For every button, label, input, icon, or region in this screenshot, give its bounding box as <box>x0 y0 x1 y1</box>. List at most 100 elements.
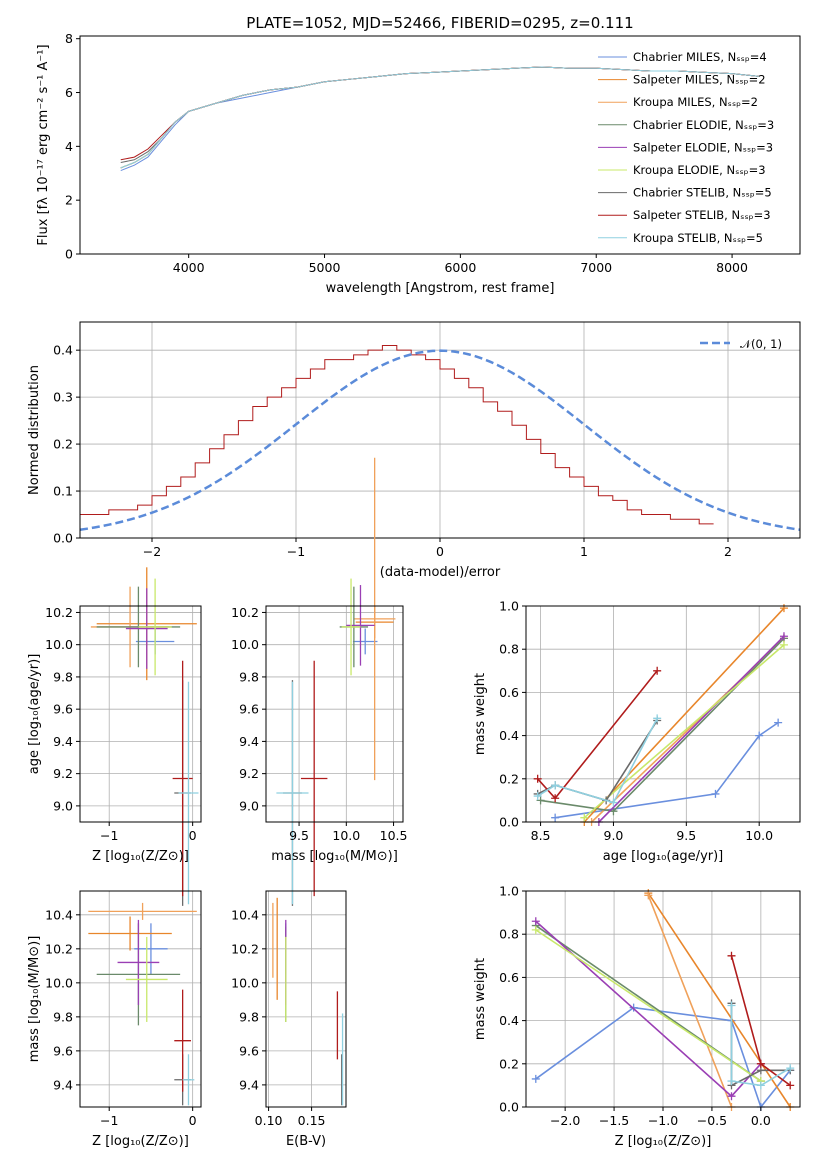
legend-label: Kroupa STELIB, Nₛₛₚ=5 <box>633 231 763 245</box>
y-tick-label: 0.8 <box>499 642 519 657</box>
y-tick-label: 2 <box>65 193 73 208</box>
y-tick-label: 0.0 <box>499 815 519 830</box>
data-point-marker <box>711 789 720 798</box>
data-point-marker <box>551 781 560 790</box>
axes-frame <box>265 890 347 1108</box>
x-tick-label: 5000 <box>309 260 341 275</box>
y-tick-label: 10.0 <box>45 975 73 990</box>
y-tick-label: 0.6 <box>499 970 519 985</box>
y-axis-label: mass [log₁₀(M/M⊙)] <box>27 936 42 1063</box>
y-tick-label: 9.4 <box>53 734 73 749</box>
series-line <box>647 892 791 1108</box>
x-tick-label: 6000 <box>444 260 476 275</box>
axes-frame <box>525 605 801 823</box>
y-axis-label: Flux [fλ 10⁻¹⁷ erg cm⁻² s⁻¹ A⁻¹] <box>36 44 51 245</box>
data-point-marker <box>786 1081 795 1090</box>
x-tick-label: 8.5 <box>531 828 551 843</box>
y-tick-label: 9.8 <box>239 1009 259 1024</box>
axes-frame <box>79 35 801 255</box>
plot-residual-histogram: 𝒩(0, 1) −2 −1 0 1 2 0.0 0.1 0.2 0.3 0.4 (data-model… <box>27 321 801 580</box>
y-tick-label: 10.4 <box>231 907 259 922</box>
x-tick-label: 9.5 <box>289 828 309 843</box>
y-tick-label: 10.2 <box>231 941 259 956</box>
data-point-marker <box>644 891 653 900</box>
y-tick-label: 10.4 <box>45 907 73 922</box>
data-point-marker <box>531 925 540 934</box>
y-tick-label: 9.4 <box>53 1077 73 1092</box>
y-tick-label: 4 <box>65 139 73 154</box>
y-tick-label: 10.2 <box>45 941 73 956</box>
y-tick-label: 0.2 <box>53 437 73 452</box>
y-axis-label: mass weight <box>473 673 488 755</box>
series-line <box>535 929 762 1082</box>
y-axis-label: age [log₁₀(age/yr)] <box>27 654 42 775</box>
series-line <box>555 721 779 819</box>
axes-frame <box>79 890 202 1108</box>
data-point-marker <box>727 951 736 960</box>
data-point-marker <box>533 792 542 801</box>
y-tick-label: 10.2 <box>231 605 259 620</box>
series-line <box>730 1005 791 1087</box>
y-tick-label: 0.1 <box>53 484 73 499</box>
x-axis-label: wavelength [Angstrom, rest frame] <box>326 281 555 296</box>
x-tick-label: 9.5 <box>676 828 696 843</box>
data-point-marker <box>580 813 589 822</box>
series-line <box>598 635 785 823</box>
y-tick-label: 0.4 <box>499 728 519 743</box>
x-tick-label: 1 <box>580 544 588 559</box>
y-tick-label: 10.0 <box>45 637 73 652</box>
x-tick-label: −1.5 <box>599 1113 629 1128</box>
x-tick-label: −2.0 <box>550 1113 580 1128</box>
y-tick-label: 0.2 <box>499 771 519 786</box>
x-tick-label: 2 <box>724 544 732 559</box>
y-axis-label: Normed distribution <box>27 365 42 495</box>
legend-label: Kroupa MILES, Nₛₛₚ=2 <box>633 95 758 109</box>
y-tick-label: 9.4 <box>239 1077 259 1092</box>
x-tick-label: 0 <box>436 544 444 559</box>
axes-frame <box>79 605 202 823</box>
data-point-marker <box>609 807 618 816</box>
data-point-marker <box>786 1064 795 1073</box>
series-line <box>120 66 760 169</box>
data-point-marker <box>536 796 545 805</box>
y-tick-label: 9.6 <box>239 702 259 717</box>
plot-massweight-vs-metallicity: −2.0 −1.5 −1.0 −0.5 0.0 0.0 0.2 0.4 0.6 0.8 1.0 Z [… <box>473 884 801 1149</box>
data-point-marker <box>756 1059 765 1068</box>
data-point-marker <box>653 666 662 675</box>
data-point-marker <box>779 604 788 613</box>
data-point-marker <box>551 813 560 822</box>
legend-label: Salpeter MILES, Nₛₛₚ=2 <box>633 73 766 87</box>
x-tick-label: 10.0 <box>745 828 773 843</box>
figure-title: PLATE=1052, MJD=52466, FIBERID=0295, z=0… <box>246 14 633 32</box>
y-tick-label: 9.0 <box>239 798 259 813</box>
series-line <box>535 920 762 1098</box>
x-axis-label: (data-model)/error <box>380 565 501 580</box>
series-line <box>583 644 785 819</box>
y-tick-label: 9.8 <box>239 669 259 684</box>
y-tick-label: 10.2 <box>45 605 73 620</box>
data-point-marker <box>727 1077 736 1086</box>
y-tick-label: 9.6 <box>239 1043 259 1058</box>
y-tick-label: 10.0 <box>231 975 259 990</box>
y-tick-label: 0.4 <box>499 1013 519 1028</box>
plot-massweight-vs-age: 8.5 9.0 9.5 10.0 0.0 0.2 0.4 0.6 0.8 1.0 age [log₁… <box>473 599 801 864</box>
x-tick-label: −1 <box>100 1113 118 1128</box>
x-axis-label: Z [log₁₀(Z/Z⊙)] <box>92 1134 189 1149</box>
axes-frame <box>265 605 404 823</box>
data-point-marker <box>609 798 618 807</box>
data-point-marker <box>551 794 560 803</box>
y-tick-label: 9.2 <box>53 766 73 781</box>
plot-flux-spectrum: Chabrier MILES, Nₛₛₚ=4 Salpeter MILES, Nₛ… <box>36 31 801 296</box>
x-tick-label: −2 <box>143 544 161 559</box>
x-tick-label: 0.10 <box>255 1113 283 1128</box>
series-line <box>537 717 658 804</box>
x-tick-label: 4000 <box>173 260 205 275</box>
y-tick-label: 0.3 <box>53 390 73 405</box>
legend-label: Salpeter ELODIE, Nₛₛₚ=3 <box>633 140 773 154</box>
y-tick-label: 9.4 <box>239 734 259 749</box>
y-axis-label: mass weight <box>473 958 488 1040</box>
y-tick-label: 8 <box>65 31 73 46</box>
data-point-marker <box>629 1003 638 1012</box>
x-axis-label: mass [log₁₀(M/M⊙)] <box>271 849 398 864</box>
